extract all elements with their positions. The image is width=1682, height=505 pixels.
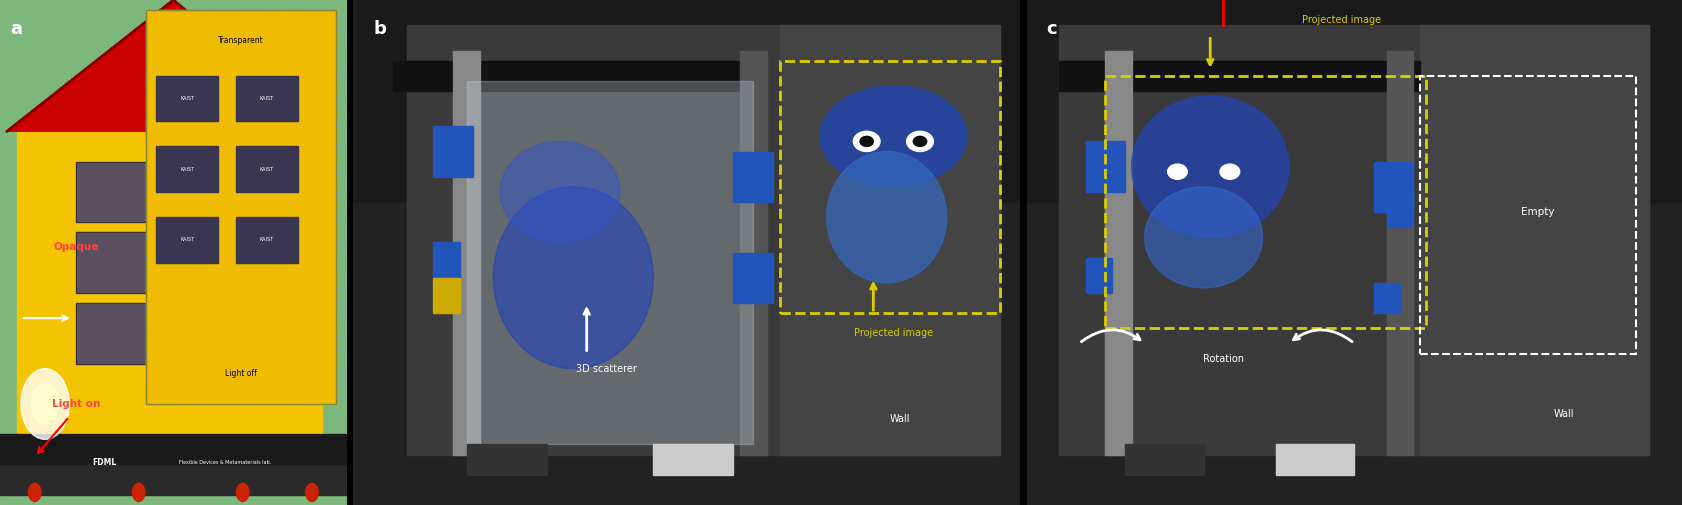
Text: Rotation: Rotation (1203, 354, 1243, 364)
Bar (1374, 283, 1399, 313)
Bar (190, 303, 267, 364)
Text: Wall: Wall (1554, 409, 1574, 419)
Bar (156, 76, 219, 121)
Text: c: c (1046, 20, 1056, 38)
Circle shape (32, 384, 59, 424)
Text: Wall: Wall (890, 414, 910, 424)
Circle shape (133, 483, 145, 501)
Text: FDML: FDML (93, 458, 116, 467)
Bar (235, 76, 298, 121)
Bar (1085, 141, 1125, 192)
Text: KAIST: KAIST (259, 167, 274, 172)
Bar (780, 25, 1001, 454)
Bar (146, 10, 336, 404)
Text: KAIST: KAIST (259, 237, 274, 242)
Bar (235, 146, 298, 192)
Circle shape (20, 369, 69, 439)
Bar (1125, 444, 1204, 475)
Bar (146, 10, 336, 404)
Polygon shape (828, 152, 947, 283)
Circle shape (913, 136, 927, 146)
Bar (0, 434, 346, 475)
Text: Projected image: Projected image (1302, 15, 1381, 25)
Bar (394, 61, 760, 91)
Circle shape (860, 136, 873, 146)
Text: Transparent: Transparent (219, 36, 264, 45)
Polygon shape (493, 187, 653, 369)
Bar (146, 10, 336, 404)
Bar (1388, 187, 1413, 227)
Bar (1420, 76, 1637, 353)
Text: 3D scatterer: 3D scatterer (577, 364, 637, 374)
Bar (466, 81, 754, 444)
Bar (740, 50, 767, 454)
Bar (76, 162, 153, 222)
Bar (76, 303, 153, 364)
Bar (190, 162, 267, 222)
Bar (1275, 444, 1354, 475)
Bar (1388, 50, 1413, 454)
Circle shape (907, 131, 934, 152)
Circle shape (29, 483, 40, 501)
Bar (76, 232, 153, 293)
Bar (76, 303, 153, 364)
Bar (407, 25, 994, 454)
Bar (1105, 50, 1132, 454)
Bar (17, 131, 323, 444)
Text: Empty: Empty (1521, 207, 1554, 217)
Text: KAIST: KAIST (259, 96, 274, 101)
Bar (190, 232, 267, 293)
Bar (733, 152, 774, 202)
Bar (76, 232, 153, 293)
Bar (353, 0, 1019, 202)
Text: Projected image: Projected image (854, 328, 934, 338)
Bar (1060, 25, 1650, 454)
Text: KAIST: KAIST (180, 96, 193, 101)
Bar (434, 242, 459, 278)
Bar (653, 444, 733, 475)
Text: KAIST: KAIST (180, 167, 193, 172)
Text: Flexible Devices & Metamaterials lab.: Flexible Devices & Metamaterials lab. (180, 460, 271, 465)
Text: Light on: Light on (52, 399, 101, 409)
Circle shape (1167, 164, 1187, 179)
Bar (156, 217, 219, 263)
Bar (466, 444, 547, 475)
Text: b: b (373, 20, 387, 38)
Circle shape (853, 131, 880, 152)
Bar (190, 303, 267, 364)
Bar (434, 126, 473, 177)
Polygon shape (1132, 96, 1288, 237)
Circle shape (237, 483, 249, 501)
Bar (1374, 162, 1413, 212)
Bar (235, 217, 298, 263)
Text: Opaque: Opaque (54, 242, 99, 252)
Polygon shape (1145, 187, 1263, 288)
Bar (1026, 0, 1682, 202)
Polygon shape (7, 0, 333, 131)
Polygon shape (500, 141, 621, 242)
Polygon shape (821, 86, 967, 187)
Bar (190, 162, 267, 222)
Bar (733, 252, 774, 303)
Bar (76, 162, 153, 222)
Bar (454, 50, 479, 454)
Text: a: a (10, 20, 22, 38)
Bar (1060, 61, 1420, 91)
Bar (190, 232, 267, 293)
Circle shape (306, 483, 318, 501)
Circle shape (1219, 164, 1240, 179)
Bar (156, 146, 219, 192)
Bar (780, 61, 1001, 313)
Bar (0, 465, 346, 495)
Bar (1085, 258, 1112, 293)
Bar (1420, 25, 1650, 454)
Bar (1105, 76, 1426, 328)
Text: Light off: Light off (225, 369, 257, 378)
Bar (434, 278, 459, 313)
Text: KAIST: KAIST (180, 237, 193, 242)
